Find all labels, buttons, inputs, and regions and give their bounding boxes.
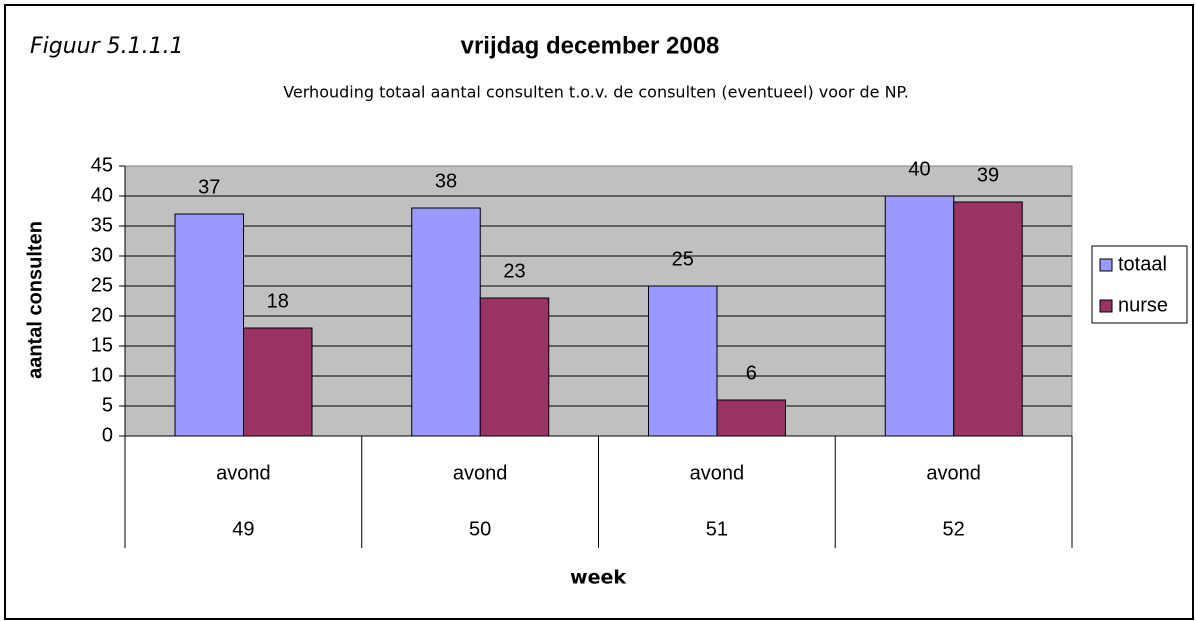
bar	[953, 201, 1023, 437]
bar	[243, 327, 313, 437]
bar	[648, 285, 718, 437]
chart-subtitle: Verhouding totaal aantal consulten t.o.v…	[283, 83, 909, 102]
y-tick-label: 25	[91, 274, 113, 296]
legend-swatch	[1099, 258, 1113, 272]
y-tick-label: 0	[102, 424, 113, 446]
data-label: 38	[435, 170, 457, 192]
data-label: 40	[908, 158, 930, 180]
legend-swatch	[1099, 299, 1113, 313]
data-label: 37	[198, 176, 220, 198]
x-tick-label: avond	[926, 462, 981, 484]
y-tick-label: 20	[91, 304, 113, 326]
bar	[884, 195, 955, 437]
y-tick-label: 15	[91, 334, 113, 356]
x-tick-label: 49	[232, 518, 254, 540]
figure-label: Figuur 5.1.1.1	[30, 34, 184, 59]
data-label: 18	[267, 290, 289, 312]
y-axis-title: aantal consulten	[24, 221, 46, 379]
data-label: 25	[672, 248, 694, 270]
y-tick-label: 5	[102, 394, 113, 416]
legend-label: nurse	[1118, 294, 1168, 316]
data-label: 6	[746, 362, 757, 384]
y-tick-label: 35	[91, 214, 113, 236]
y-tick-label: 40	[91, 184, 113, 206]
bar	[174, 213, 244, 437]
bar	[716, 399, 786, 437]
data-label: 23	[503, 260, 525, 282]
data-label: 39	[977, 164, 999, 186]
x-tick-label: avond	[453, 462, 508, 484]
y-tick-label: 30	[91, 244, 113, 266]
chart-title: vrijdag december 2008	[461, 32, 720, 59]
x-tick-label: avond	[690, 462, 745, 484]
x-tick-label: 52	[943, 518, 965, 540]
x-tick-label: avond	[216, 462, 271, 484]
x-tick-label: 50	[469, 518, 491, 540]
x-tick-label: 51	[706, 518, 728, 540]
bar	[411, 207, 481, 437]
bar	[479, 297, 550, 437]
x-axis-title: week	[570, 567, 626, 589]
y-tick-label: 10	[91, 364, 113, 386]
legend-label: totaal	[1118, 253, 1167, 275]
y-tick-label: 45	[91, 154, 113, 176]
